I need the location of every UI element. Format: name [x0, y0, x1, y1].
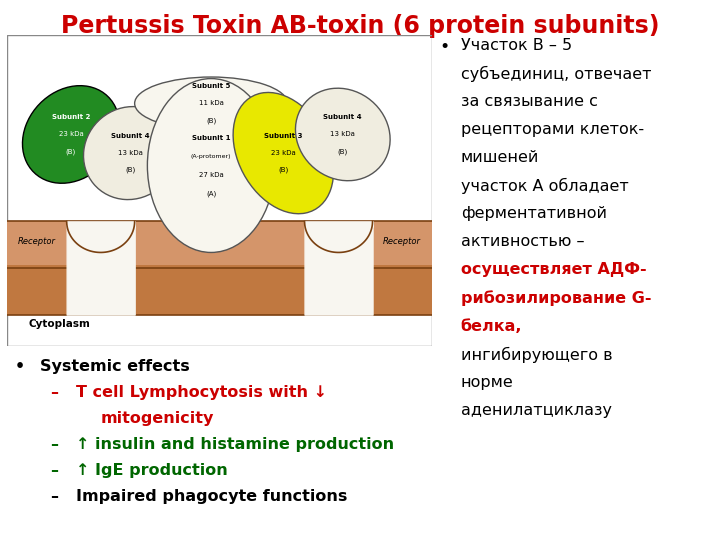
Text: ингибирующего в: ингибирующего в — [461, 347, 613, 363]
Text: (B): (B) — [66, 148, 76, 155]
Text: Impaired phagocyte functions: Impaired phagocyte functions — [76, 489, 347, 504]
Text: –: – — [50, 463, 58, 478]
Text: осуществляет АДФ-: осуществляет АДФ- — [461, 262, 647, 278]
Text: активностью –: активностью – — [461, 234, 585, 249]
Text: (B): (B) — [206, 117, 216, 124]
Text: 13 kDa: 13 kDa — [330, 131, 355, 138]
Text: Pertussis Toxin AB-toxin (6 protein subunits): Pertussis Toxin AB-toxin (6 protein subu… — [60, 14, 660, 37]
Text: ↑ insulin and histamine production: ↑ insulin and histamine production — [76, 437, 394, 452]
Text: Subunit 2: Subunit 2 — [52, 114, 90, 120]
Text: •: • — [14, 359, 24, 374]
FancyBboxPatch shape — [7, 265, 432, 314]
Text: субъединиц, отвечает: субъединиц, отвечает — [461, 66, 652, 82]
Text: Receptor: Receptor — [18, 237, 56, 246]
Ellipse shape — [148, 78, 275, 252]
Text: мишеней: мишеней — [461, 150, 539, 165]
Text: (B): (B) — [278, 167, 289, 173]
Text: (B): (B) — [125, 167, 135, 173]
Text: ↑ IgE production: ↑ IgE production — [76, 463, 228, 478]
Text: –: – — [50, 437, 58, 452]
FancyBboxPatch shape — [7, 221, 432, 268]
Ellipse shape — [295, 88, 390, 181]
Text: рецепторами клеток-: рецепторами клеток- — [461, 122, 644, 137]
Text: за связывание с: за связывание с — [461, 94, 598, 109]
Text: (B): (B) — [338, 148, 348, 155]
Text: 27 kDa: 27 kDa — [199, 172, 223, 178]
Text: Subunit 1: Subunit 1 — [192, 134, 230, 140]
Text: Systemic effects: Systemic effects — [40, 359, 189, 374]
Ellipse shape — [233, 92, 333, 214]
Text: –: – — [50, 489, 58, 504]
Text: Cytoplasm: Cytoplasm — [29, 319, 90, 329]
Text: –: – — [50, 385, 58, 400]
Text: T cell Lymphocytosis with ↓: T cell Lymphocytosis with ↓ — [76, 385, 327, 400]
Text: Subunit 3: Subunit 3 — [264, 133, 302, 139]
Text: Subunit 4: Subunit 4 — [111, 133, 150, 139]
Text: Subunit 5: Subunit 5 — [192, 83, 230, 89]
Text: 11 kDa: 11 kDa — [199, 100, 223, 106]
Ellipse shape — [22, 86, 120, 183]
Text: 13 kDa: 13 kDa — [118, 150, 143, 156]
Text: участок А обладает: участок А обладает — [461, 178, 629, 194]
Text: белка,: белка, — [461, 319, 522, 334]
Text: ферментативной: ферментативной — [461, 206, 607, 221]
Text: •: • — [439, 38, 449, 56]
Text: 23 kDa: 23 kDa — [271, 150, 296, 156]
Text: Receptor: Receptor — [383, 237, 421, 246]
Ellipse shape — [84, 106, 177, 200]
Text: Subunit 4: Subunit 4 — [323, 114, 362, 120]
Text: 23 kDa: 23 kDa — [58, 131, 84, 138]
Text: (A): (A) — [206, 190, 216, 197]
Ellipse shape — [135, 77, 287, 130]
Text: mitogenicity: mitogenicity — [101, 411, 214, 426]
Text: Участок В – 5: Участок В – 5 — [461, 38, 572, 53]
Text: (A-protomer): (A-protomer) — [191, 154, 231, 159]
Text: рибозилирование G-: рибозилирование G- — [461, 291, 652, 306]
Text: аденилатциклазу: аденилатциклазу — [461, 403, 612, 418]
Text: норме: норме — [461, 375, 513, 390]
